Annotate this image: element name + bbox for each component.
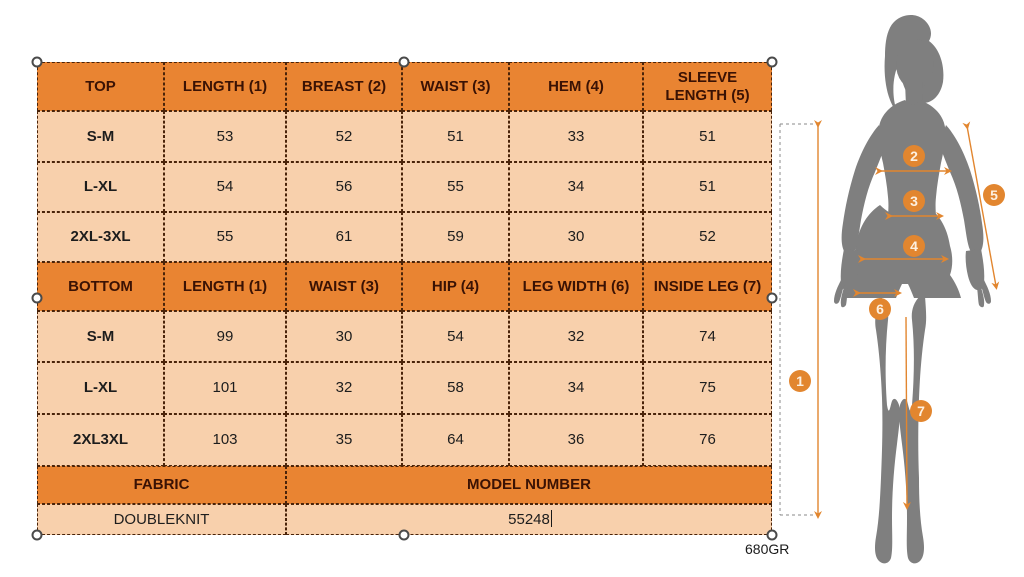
- svg-text:1: 1: [796, 373, 804, 389]
